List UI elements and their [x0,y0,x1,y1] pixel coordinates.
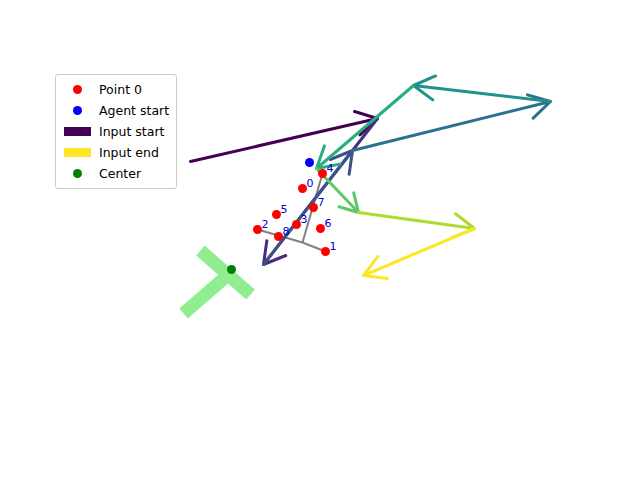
html-text:Input end: Input end [99,145,159,160]
svg-text:3: 3 [301,213,308,226]
svg-text:7: 7 [318,196,325,209]
svg-text:1: 1 [330,240,337,253]
svg-text:8: 8 [283,225,290,238]
html-text:Input start: Input start [99,124,165,139]
html-text:Agent start: Agent start [99,103,170,118]
svg-text:6: 6 [325,217,332,230]
svg-text:0: 0 [307,177,314,190]
svg-text:2: 2 [262,218,269,231]
svg-text:5: 5 [281,203,288,216]
html-text:Center: Center [99,166,142,181]
svg-text:4: 4 [327,162,334,175]
html-text:Point 0: Point 0 [99,82,142,97]
